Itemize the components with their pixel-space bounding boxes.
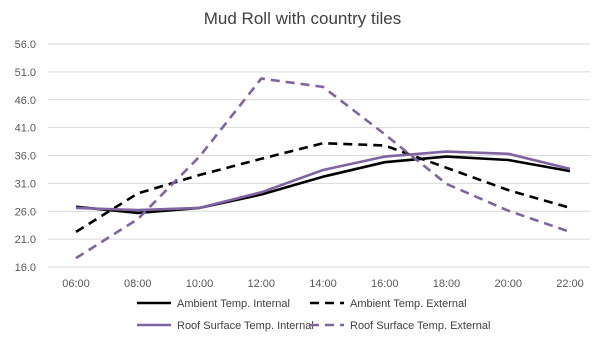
legend: Ambient Temp. Internal Ambient Temp. Exte… <box>137 298 490 332</box>
legend-label-3: Roof Surface Temp. External <box>350 320 490 332</box>
y-tick-label: 31.0 <box>15 178 36 190</box>
y-tick-label: 46.0 <box>15 95 36 107</box>
legend-label-0: Ambient Temp. Internal <box>177 298 290 310</box>
x-axis-ticks: 06:00 08:00 10:00 12:00 14:00 16:00 18:00 20:00… <box>62 278 584 290</box>
legend-label-1: Ambient Temp. External <box>350 298 467 310</box>
y-tick-label: 21.0 <box>15 234 36 246</box>
x-tick-label: 22:00 <box>556 278 584 290</box>
x-tick-label: 10:00 <box>186 278 214 290</box>
x-tick-label: 18:00 <box>433 278 461 290</box>
y-tick-label: 16.0 <box>15 262 36 274</box>
series-line-3 <box>75 77 571 260</box>
x-tick-label: 20:00 <box>494 278 522 290</box>
series-line-0 <box>75 155 571 215</box>
y-tick-label: 56.0 <box>15 39 36 51</box>
y-tick-label: 41.0 <box>15 123 36 135</box>
series-lines <box>75 77 571 260</box>
chart-title: Mud Roll with country tiles <box>204 9 401 28</box>
x-tick-label: 12:00 <box>247 278 275 290</box>
y-tick-label: 36.0 <box>15 151 36 163</box>
x-tick-label: 06:00 <box>62 278 90 290</box>
grid-lines <box>48 43 590 268</box>
y-tick-label: 26.0 <box>15 206 36 218</box>
series-line-2 <box>75 150 571 212</box>
y-axis-ticks: 16.0 21.0 26.0 31.0 36.0 41.0 46.0 51.0 56.0 <box>15 39 36 274</box>
y-tick-label: 51.0 <box>15 67 36 79</box>
x-tick-label: 08:00 <box>124 278 152 290</box>
series-line-1 <box>75 141 571 234</box>
x-tick-label: 14:00 <box>309 278 337 290</box>
legend-label-2: Roof Surface Temp. Internal <box>177 320 314 332</box>
x-tick-label: 16:00 <box>371 278 399 290</box>
